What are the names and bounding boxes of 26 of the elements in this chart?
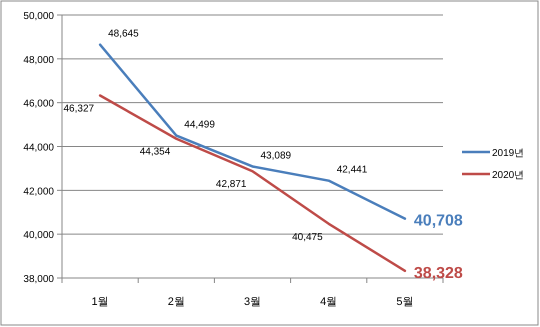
data-label: 48,645 <box>108 28 140 40</box>
x-tick-label: 4월 <box>320 296 338 308</box>
data-label: 42,441 <box>336 164 368 176</box>
y-tick-label: 42,000 <box>23 186 54 198</box>
x-tick-label: 3월 <box>244 296 262 308</box>
data-label: 42,871 <box>216 179 247 190</box>
legend-label: 2020년 <box>492 170 524 181</box>
x-tick-label: 2월 <box>168 296 185 308</box>
line-series <box>98 94 406 272</box>
y-tick-label: 38,000 <box>23 274 54 285</box>
data-label: 43,089 <box>260 150 292 162</box>
y-tick-label: 46,000 <box>23 98 54 110</box>
y-tick-label: 44,000 <box>23 142 54 154</box>
data-label: 46,327 <box>64 104 95 114</box>
y-tick-label: 50,000 <box>23 11 54 22</box>
data-label: 40,475 <box>292 232 324 243</box>
x-tick-label: 1월 <box>92 296 109 308</box>
line-series <box>98 43 406 220</box>
y-tick-label: 40,000 <box>23 230 54 242</box>
data-label: 38,328 <box>414 264 463 282</box>
y-tick-label: 48,000 <box>23 54 54 66</box>
x-tick-label: 5월 <box>396 296 414 308</box>
data-label: 44,499 <box>184 120 216 131</box>
legend-label: 2019년 <box>492 148 524 159</box>
data-label: 40,708 <box>414 212 463 230</box>
data-label: 44,354 <box>140 146 171 158</box>
